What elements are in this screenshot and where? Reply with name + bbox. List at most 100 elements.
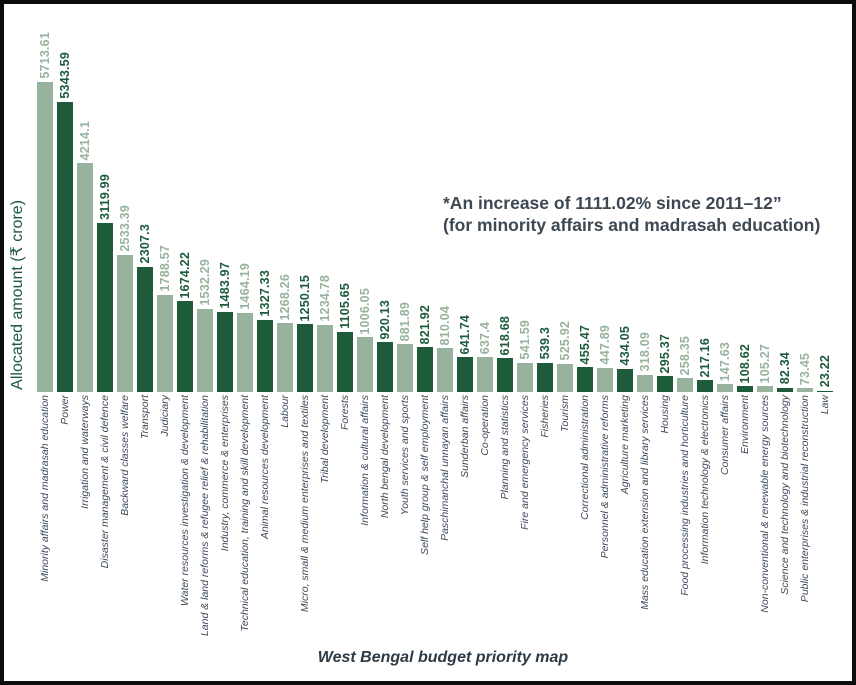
bar-value-label: 2307.3 xyxy=(137,224,152,264)
bar-column: 5713.61 xyxy=(37,32,53,392)
y-axis-label: Allocated amount (₹ crore) xyxy=(9,200,26,390)
category-cell: Youth services and sports xyxy=(397,395,413,636)
bar-value-label: 1234.78 xyxy=(317,275,332,323)
bar-column: 318.09 xyxy=(637,332,653,392)
bar xyxy=(537,362,553,392)
bar xyxy=(477,357,493,392)
bar-column: 82.34 xyxy=(777,352,793,392)
annotation-line-2: (for minority affairs and madrasah educa… xyxy=(443,215,821,236)
category-label: Non-conventional & renewable energy sour… xyxy=(758,395,771,613)
bar-value-label: 105.27 xyxy=(757,343,772,384)
bar-column: 539.3 xyxy=(537,327,553,392)
category-label: Law xyxy=(818,395,831,415)
category-cell: Micro, small & medium enterprises and te… xyxy=(297,395,313,636)
category-label: Personnel & administrative reforms xyxy=(598,395,611,559)
category-cell: Paschimanchal unnayan affairs xyxy=(437,395,453,636)
bar-value-label: 1483.97 xyxy=(217,261,232,309)
bar-value-label: 147.63 xyxy=(717,341,732,381)
category-cell: Self help group & self employment xyxy=(417,395,433,636)
category-label: Information technology & electronics xyxy=(698,395,711,565)
category-label: Correctional administration xyxy=(578,395,591,520)
category-label: Land & land reforms & refugee relief & r… xyxy=(198,395,211,637)
bar xyxy=(817,390,833,392)
category-label: Housing xyxy=(658,395,671,434)
category-cell: Agriculture marketing xyxy=(617,395,633,636)
bar xyxy=(517,362,533,392)
category-label: Self help group & self employment xyxy=(418,395,431,555)
bar xyxy=(717,384,733,392)
category-cell: Forests xyxy=(337,395,353,636)
bar-column: 2533.39 xyxy=(117,205,133,392)
category-cell: Industry, commerce & enterprises xyxy=(217,395,233,636)
bar xyxy=(397,344,413,392)
bar xyxy=(577,367,593,392)
bar-column: 3119.99 xyxy=(97,174,113,392)
bar xyxy=(297,324,313,392)
annotation: *An increase of 1111.02% since 2011–12” … xyxy=(443,192,820,237)
category-label: Public enterprises & industrial reconstr… xyxy=(798,395,811,603)
bar xyxy=(697,380,713,392)
bar xyxy=(337,332,353,392)
bar-column: 1532.29 xyxy=(197,259,213,392)
bar xyxy=(97,222,113,392)
bar-column: 217.16 xyxy=(697,338,713,392)
bar-column: 641.74 xyxy=(457,315,473,392)
category-cell: Irrigation and waterways xyxy=(77,395,93,636)
bar-value-label: 5343.59 xyxy=(57,52,72,100)
category-cell: Correctional administration xyxy=(577,395,593,636)
bar-column: 1674.22 xyxy=(177,252,193,392)
category-label: Forests xyxy=(338,395,351,431)
category-cell: Food processing industries and horticult… xyxy=(677,395,693,636)
bar xyxy=(177,301,193,392)
bar-column: 637.4 xyxy=(477,322,493,392)
bar-column: 1234.78 xyxy=(317,275,333,392)
bar-value-label: 881.89 xyxy=(397,301,412,342)
category-cell: Animal resources development xyxy=(257,395,273,636)
bar-value-label: 1532.29 xyxy=(197,259,212,306)
category-cell: Mass education extension and library ser… xyxy=(637,395,653,636)
bar-value-label: 3119.99 xyxy=(97,173,112,220)
bar-column: 73.45 xyxy=(797,353,813,392)
bar-value-label: 23.22 xyxy=(817,355,832,388)
bar xyxy=(57,102,73,392)
category-label: North bengal development xyxy=(378,395,391,519)
bar-column: 541.59 xyxy=(517,320,533,392)
bar-column: 23.22 xyxy=(817,355,833,392)
category-cell: Consumer affairs xyxy=(717,395,733,636)
category-cell: Fisheries xyxy=(537,395,553,636)
category-label: Mass education extension and library ser… xyxy=(638,395,651,610)
bar-column: 4214.1 xyxy=(77,121,93,392)
category-cell: Personnel & administrative reforms xyxy=(597,395,613,636)
category-label: Consumer affairs xyxy=(718,395,731,475)
category-cell: Transport xyxy=(137,395,153,636)
category-cell: Sunderban affairs xyxy=(457,395,473,636)
bar-column: 881.89 xyxy=(397,302,413,392)
category-cell: Labour xyxy=(277,395,293,636)
category-label: Fire and emergency services xyxy=(518,395,531,530)
bar-column: 5343.59 xyxy=(57,52,73,392)
bar-column: 147.63 xyxy=(717,342,733,392)
category-label: Backward classes welfare xyxy=(118,395,131,516)
annotation-line-1: *An increase of 1111.02% since 2011–12” xyxy=(443,193,782,213)
bar-value-label: 1105.65 xyxy=(337,283,352,330)
bar xyxy=(77,163,93,392)
bar-value-label: 318.09 xyxy=(637,332,652,372)
bar xyxy=(277,323,293,392)
category-cell: Science and technology and biotechnology xyxy=(777,395,793,636)
bar xyxy=(677,378,693,392)
bar-value-label: 920.13 xyxy=(377,299,392,340)
bar-column: 525.92 xyxy=(557,321,573,392)
bar-column: 810.04 xyxy=(437,306,453,392)
category-cell: Planning and statistics xyxy=(497,395,513,636)
category-label: Power xyxy=(58,395,71,425)
category-cell: Minority affairs and madrasah education xyxy=(37,395,53,636)
bar xyxy=(217,311,233,392)
bar-value-label: 1788.57 xyxy=(157,245,172,292)
bar-column: 295.37 xyxy=(657,334,673,392)
bar xyxy=(377,342,393,392)
category-cell: Power xyxy=(57,395,73,636)
bar xyxy=(257,320,273,392)
bar-column: 434.05 xyxy=(617,326,633,392)
category-label: Water resources investigation & developm… xyxy=(178,395,191,607)
